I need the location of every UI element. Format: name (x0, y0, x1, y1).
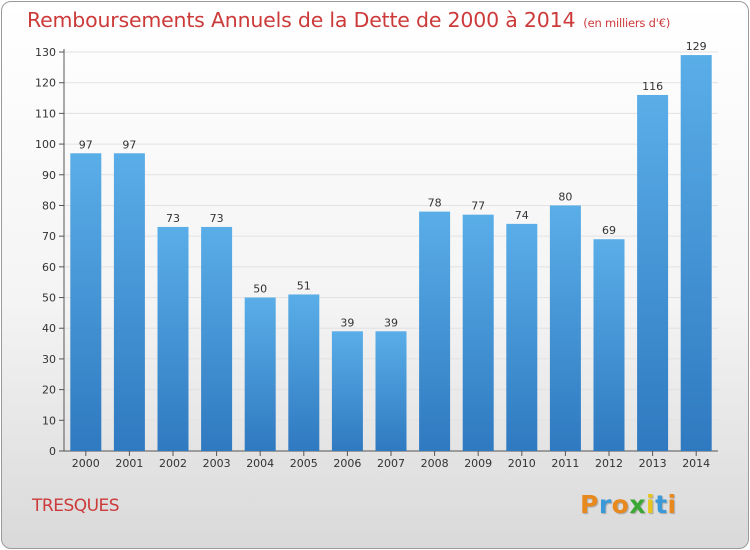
title-text: Remboursements Annuels de la Dette de 20… (27, 8, 576, 32)
bar (331, 331, 363, 451)
bar (549, 205, 581, 451)
chart-title: Remboursements Annuels de la Dette de 20… (27, 8, 670, 32)
logo-letter: P (580, 490, 599, 519)
y-tick-label: 30 (42, 353, 56, 366)
logo-letter: i (667, 490, 677, 519)
proxiti-logo: Proxiti (580, 490, 677, 519)
bar (113, 153, 145, 452)
logo-letter: o (611, 490, 630, 519)
x-tick-label: 2013 (639, 457, 667, 470)
logo-letter: i (646, 490, 656, 519)
bar (462, 214, 494, 451)
y-tick-label: 130 (35, 46, 56, 59)
x-tick-label: 2010 (508, 457, 536, 470)
x-tick-label: 2000 (72, 457, 100, 470)
x-tick-label: 2009 (464, 457, 492, 470)
data-label: 69 (602, 224, 616, 237)
y-tick-label: 40 (42, 322, 56, 335)
data-label: 51 (297, 279, 311, 292)
bar (680, 55, 712, 452)
bar (419, 211, 451, 451)
y-tick-label: 110 (35, 107, 56, 120)
y-tick-label: 80 (42, 199, 56, 212)
data-label: 77 (471, 200, 485, 213)
bar (201, 226, 233, 451)
data-label: 73 (166, 212, 180, 225)
data-label: 39 (384, 316, 398, 329)
data-label: 80 (558, 190, 572, 203)
y-tick-label: 60 (42, 261, 56, 274)
bar (637, 94, 669, 451)
data-label: 97 (79, 138, 93, 151)
y-tick-label: 0 (49, 445, 56, 458)
data-label: 73 (210, 212, 224, 225)
bar (244, 297, 276, 451)
y-tick-label: 100 (35, 138, 56, 151)
x-tick-label: 2014 (682, 457, 710, 470)
y-tick-label: 90 (42, 169, 56, 182)
x-tick-label: 2011 (551, 457, 579, 470)
commune-name: TRESQUES (32, 496, 120, 516)
y-tick-label: 70 (42, 230, 56, 243)
bar (288, 294, 320, 451)
y-tick-label: 120 (35, 77, 56, 90)
bar (375, 331, 407, 451)
x-tick-label: 2012 (595, 457, 623, 470)
bar (70, 153, 102, 452)
data-label: 39 (340, 316, 354, 329)
data-label: 129 (686, 40, 707, 53)
x-tick-label: 2003 (203, 457, 231, 470)
y-tick-label: 10 (42, 414, 56, 427)
logo-letter: x (629, 490, 646, 519)
data-label: 50 (253, 283, 267, 296)
data-label: 97 (122, 138, 136, 151)
x-tick-label: 2007 (377, 457, 405, 470)
data-label: 78 (428, 197, 442, 210)
x-tick-label: 2001 (115, 457, 143, 470)
data-label: 74 (515, 209, 529, 222)
title-unit: (en milliers d'€) (583, 16, 671, 30)
bar (157, 226, 189, 451)
x-tick-label: 2002 (159, 457, 187, 470)
data-label: 116 (642, 80, 663, 93)
x-tick-label: 2006 (333, 457, 361, 470)
y-tick-label: 50 (42, 292, 56, 305)
bar (593, 239, 625, 451)
x-tick-label: 2005 (290, 457, 318, 470)
y-tick-label: 20 (42, 384, 56, 397)
logo-letter: r (598, 490, 612, 519)
logo-letter: t (655, 490, 668, 519)
x-tick-label: 2008 (421, 457, 449, 470)
bar (506, 223, 538, 451)
x-tick-label: 2004 (246, 457, 274, 470)
